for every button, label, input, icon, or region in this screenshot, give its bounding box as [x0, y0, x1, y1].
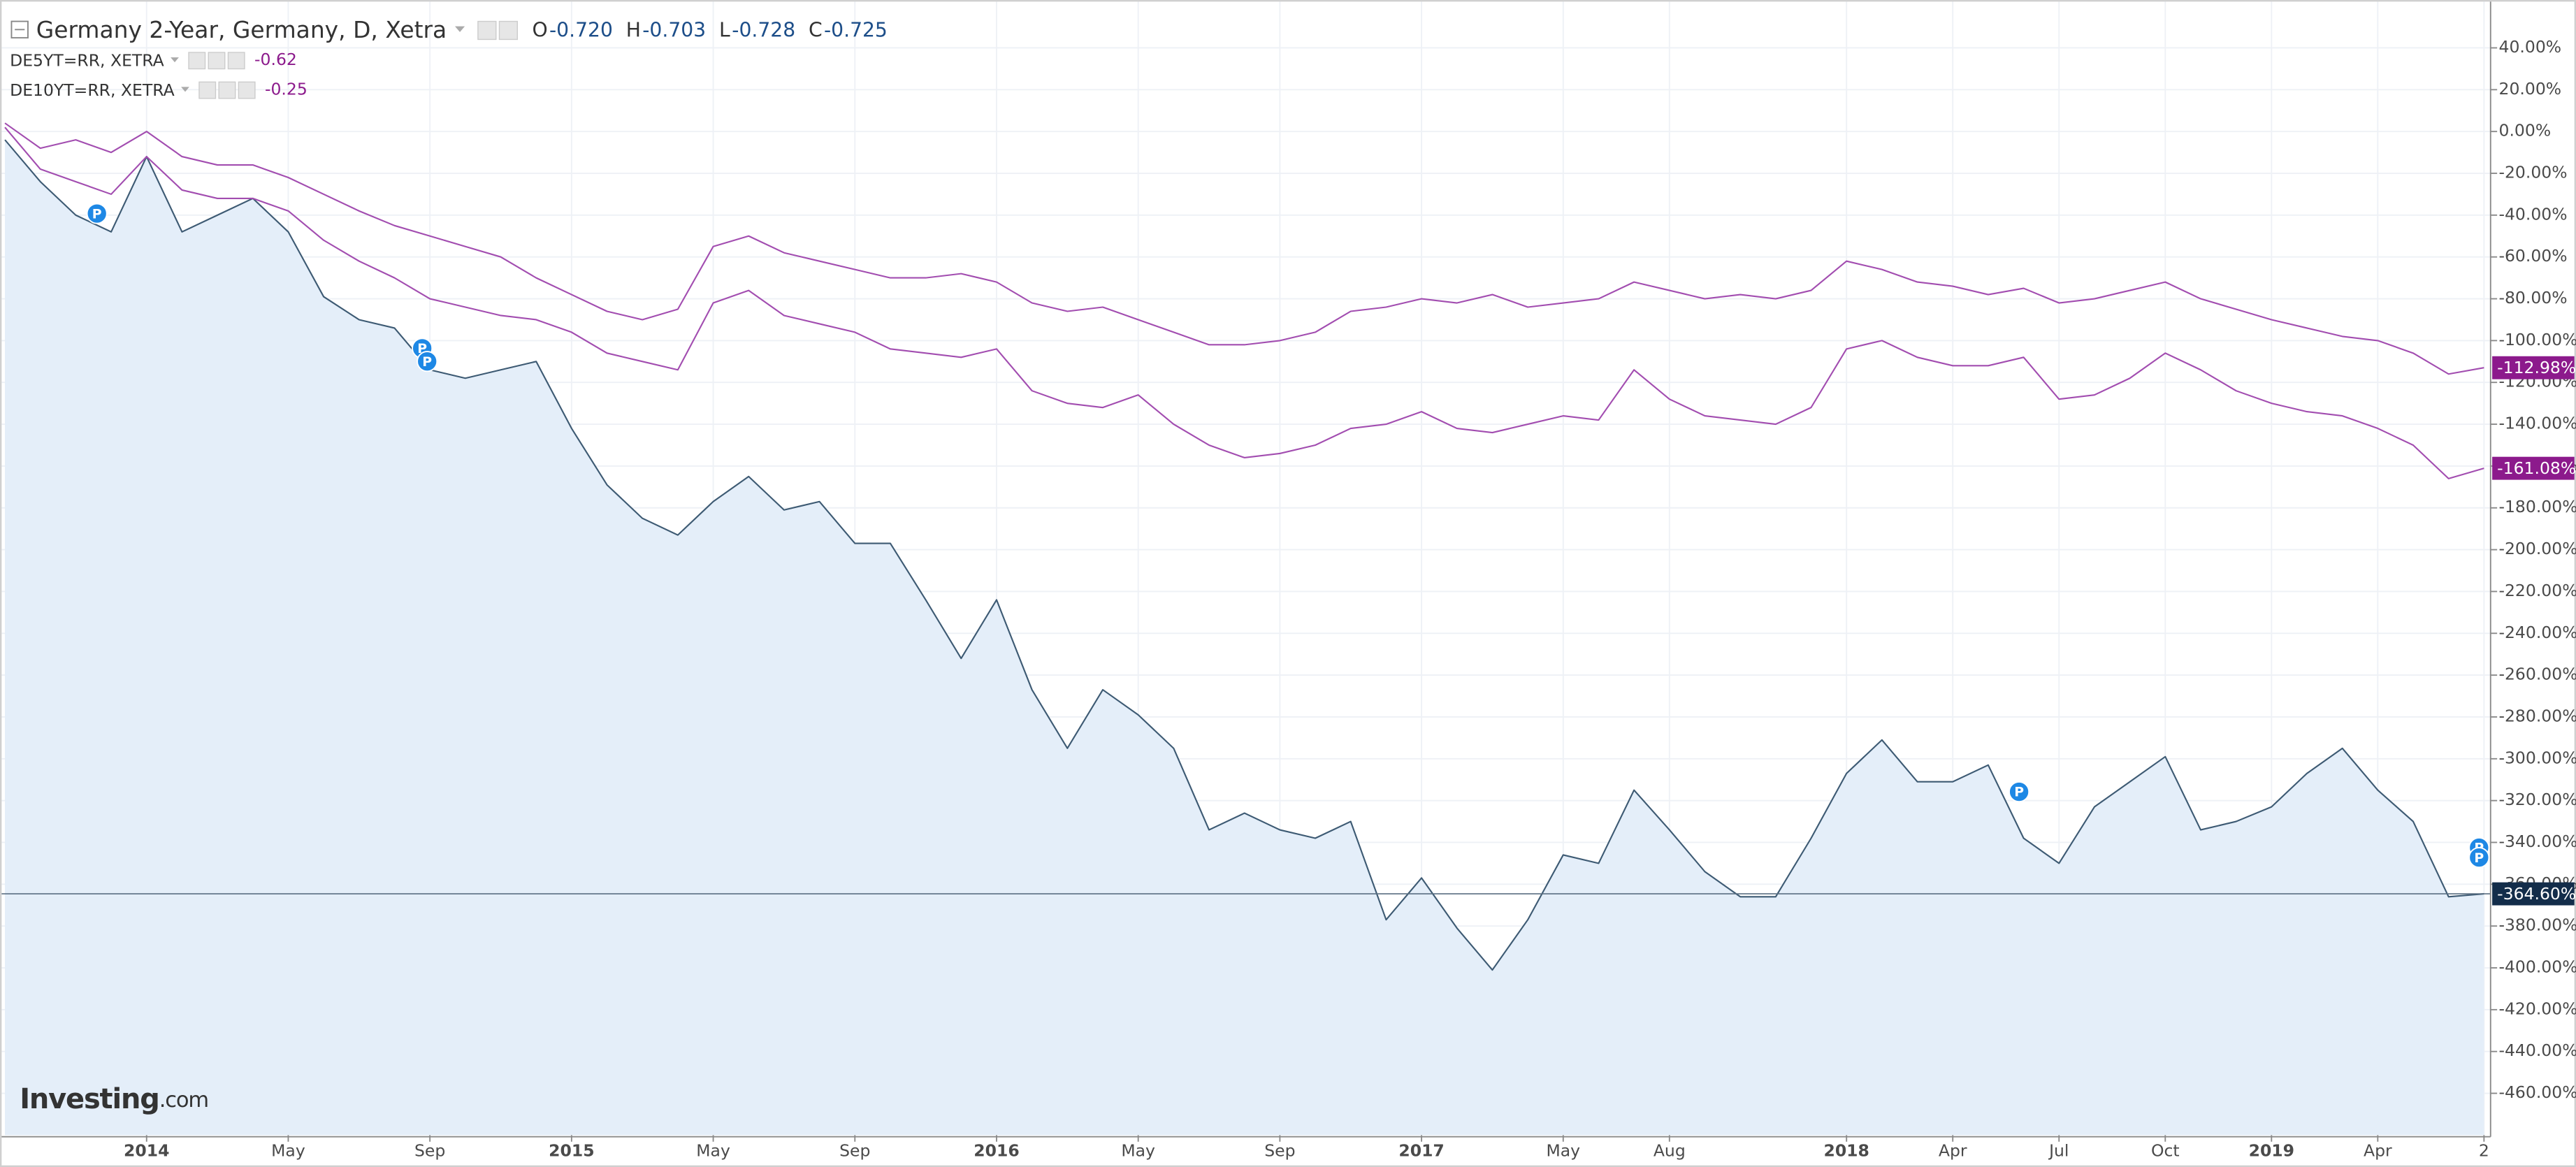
dropdown-arrow[interactable] [171, 57, 179, 63]
legend: Germany 2-Year, Germany, D, Xetra DE5YT=… [10, 16, 888, 100]
event-marker-label: P [2014, 785, 2024, 800]
logo: Investing.com [20, 1083, 209, 1115]
x-tick-label: May [696, 1140, 730, 1160]
x-tick-label: 2016 [974, 1140, 1019, 1160]
dropdown-arrow[interactable] [181, 87, 189, 92]
event-marker[interactable] [2468, 847, 2490, 869]
y-tick-label: -240.00% [2499, 623, 2576, 642]
y-tick-label: -300.00% [2499, 748, 2576, 767]
area-fill [5, 140, 2484, 1136]
event-marker[interactable] [417, 351, 438, 372]
legend-button[interactable] [227, 52, 245, 70]
ohlc-label: H [626, 19, 641, 42]
y-tick-label: -420.00% [2499, 999, 2576, 1018]
ohlc-label: O [532, 19, 547, 42]
x-tick-label: May [271, 1140, 305, 1160]
y-tick-label: 20.00% [2499, 79, 2562, 99]
series-line [4, 122, 2484, 375]
ohlc-label: L [719, 19, 730, 42]
logo-suffix: .com [159, 1088, 208, 1112]
y-tick-label: -280.00% [2499, 706, 2576, 725]
x-tick-label: Aug [1654, 1140, 1686, 1160]
y-tick-label: -320.00% [2499, 790, 2576, 809]
series-title: DE5YT=RR, XETRA [10, 51, 164, 71]
y-tick-label: -340.00% [2499, 832, 2576, 851]
x-tick-label: May [1546, 1140, 1580, 1160]
last-value-tag [2492, 356, 2575, 379]
x-tick-label: 2019 [2249, 1140, 2294, 1160]
y-tick-label: -260.00% [2499, 665, 2576, 684]
legend-button[interactable] [208, 52, 226, 70]
last-value-label: -161.08% [2497, 458, 2576, 478]
series-title: Germany 2-Year, Germany, D, Xetra [36, 16, 447, 43]
series-change: -0.62 [254, 50, 297, 69]
y-tick-label: -140.00% [2499, 414, 2576, 433]
axes: 40.00% 20.00% 0.00% -20.00% -40.00% -60.00% -8… [124, 37, 2576, 1160]
x-tick-label: Sep [1264, 1140, 1295, 1160]
event-marker-label: P [92, 207, 102, 222]
x-tick-label: Oct [2151, 1140, 2180, 1160]
last-value-label: -112.98% [2497, 358, 2576, 377]
y-tick-label: -180.00% [2499, 497, 2576, 516]
x-tick-label: 2014 [124, 1140, 169, 1160]
x-tick-label: 2015 [549, 1140, 594, 1160]
x-tick-label: 2 [2479, 1140, 2489, 1160]
x-tick-label: Apr [2364, 1140, 2392, 1160]
series-line [4, 126, 2484, 479]
event-marker-label: P [2474, 851, 2484, 866]
x-tick-label: Sep [839, 1140, 870, 1160]
legend-button[interactable] [218, 81, 236, 99]
ohlc-value: -0.728 [732, 19, 795, 42]
event-marker-label: P [422, 355, 432, 370]
x-tick-label: 2017 [1398, 1140, 1444, 1160]
y-tick-label: -40.00% [2499, 204, 2568, 224]
legend-button[interactable] [238, 81, 256, 99]
ohlc-value: -0.703 [642, 19, 706, 42]
x-tick-label: 2018 [1823, 1140, 1869, 1160]
event-marker[interactable] [2009, 781, 2030, 803]
y-tick-label: -220.00% [2499, 581, 2576, 600]
plot-area: PPPPPP [0, 122, 2491, 1136]
logo-main: Investing [20, 1083, 159, 1115]
y-tick-label: -80.00% [2499, 288, 2568, 307]
y-tick-label: 0.00% [2499, 121, 2552, 140]
event-marker[interactable] [86, 203, 108, 224]
x-tick-label: Jul [2048, 1140, 2069, 1160]
dropdown-arrow[interactable] [455, 26, 465, 32]
series-change: -0.25 [265, 79, 307, 99]
legend-button[interactable] [198, 81, 217, 99]
x-tick-label: Sep [414, 1140, 445, 1160]
y-tick-label: -460.00% [2499, 1082, 2576, 1102]
x-tick-label: May [1121, 1140, 1155, 1160]
legend-button[interactable] [498, 20, 519, 41]
y-tick-label: -20.00% [2499, 163, 2568, 182]
y-tick-label: -200.00% [2499, 539, 2576, 558]
ohlc-label: C [809, 19, 823, 42]
last-value-tag [2492, 456, 2575, 480]
ohlc-value: -0.720 [549, 19, 613, 42]
last-value-tag [2492, 882, 2575, 906]
legend-button[interactable] [188, 52, 206, 70]
y-tick-label: -400.00% [2499, 957, 2576, 977]
y-tick-label: -60.00% [2499, 246, 2568, 266]
y-tick-label: -380.00% [2499, 915, 2576, 935]
ohlc-value: -0.725 [824, 19, 888, 42]
y-tick-label: -440.00% [2499, 1041, 2576, 1060]
last-value-label: -364.60% [2497, 884, 2576, 904]
y-tick-label: 40.00% [2499, 37, 2562, 57]
series-title: DE10YT=RR, XETRA [10, 80, 175, 100]
x-tick-label: Apr [1939, 1140, 1967, 1160]
y-tick-label: -100.00% [2499, 330, 2576, 349]
legend-button[interactable] [477, 20, 497, 41]
logo-text: Investing.com [20, 1083, 208, 1115]
